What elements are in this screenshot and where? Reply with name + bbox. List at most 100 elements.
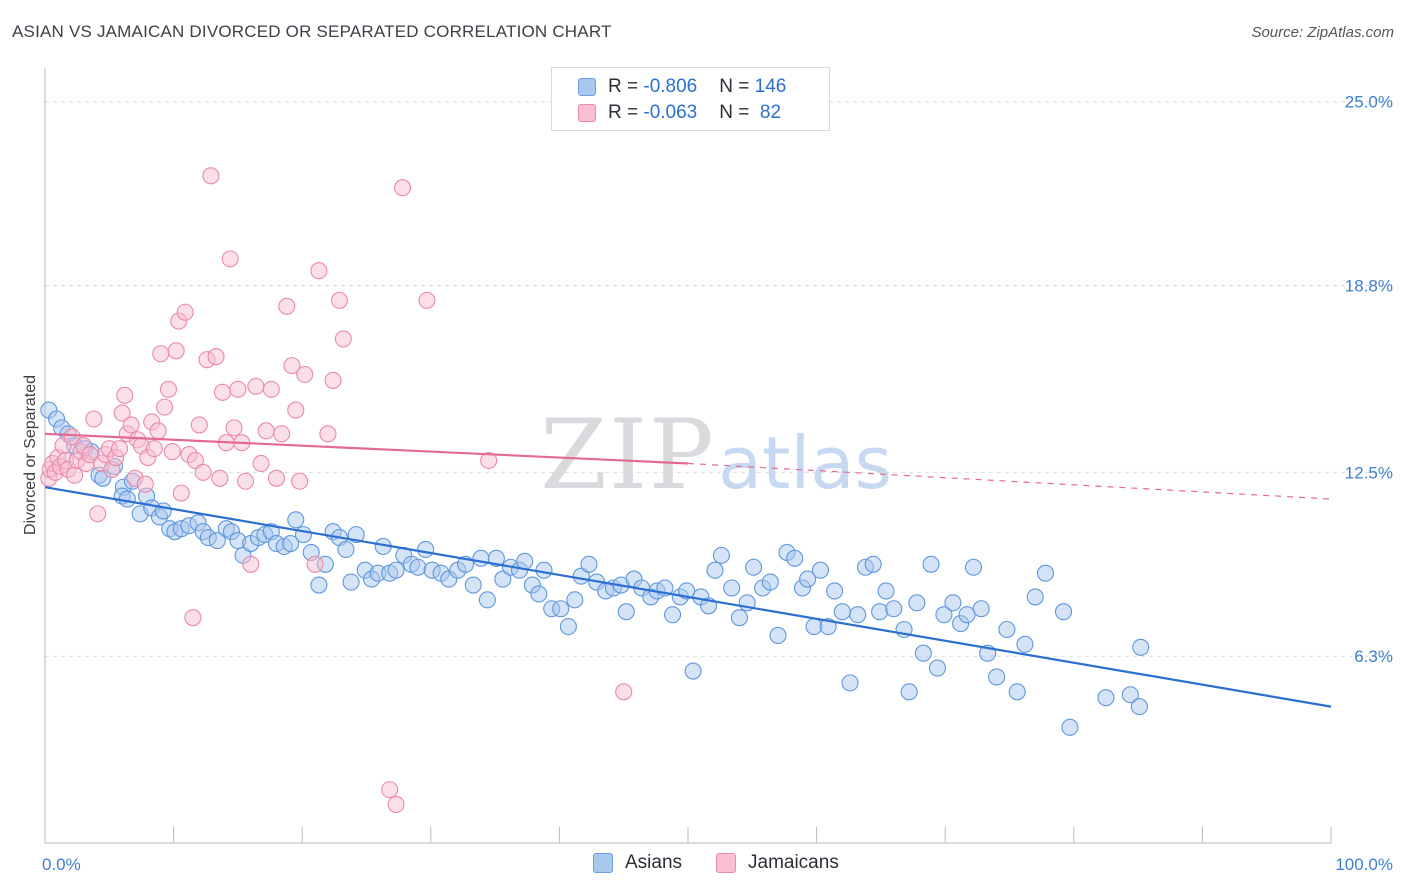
asian-point (580, 555, 598, 573)
jamaican-point (213, 383, 232, 401)
asian-point (472, 549, 490, 567)
asian-point (998, 620, 1016, 639)
jamaican-point (381, 781, 399, 799)
asian-point (723, 579, 741, 597)
legend-r-label: R = (608, 102, 644, 123)
asian-point (935, 606, 953, 624)
jamaican-point (111, 440, 129, 458)
asian-point (972, 600, 990, 618)
jamaican-point (334, 330, 352, 348)
asian-point (387, 561, 405, 579)
asian-point (1026, 588, 1044, 606)
legend-n-value: 146 (754, 76, 787, 97)
jamaican-point (283, 357, 301, 375)
jamaican-point (190, 416, 208, 434)
jamaican-point (156, 398, 174, 416)
jamaican-point (85, 410, 103, 428)
asian-point (1097, 689, 1115, 707)
asian-point (208, 532, 226, 550)
asian-point (826, 582, 844, 600)
jamaican-point (145, 440, 163, 458)
asian-point (487, 549, 505, 567)
asian-point (294, 526, 313, 544)
series-legend: Asians Jamaicans (0, 852, 1406, 878)
jamaican-point (202, 167, 220, 185)
jamaican-point (267, 469, 286, 487)
asian-point (885, 600, 903, 618)
jamaican-point (291, 472, 309, 490)
watermark-atlas: atlas (718, 421, 892, 505)
legend-r-label: R = (608, 76, 644, 97)
watermark-zip: ZIP (540, 399, 715, 511)
jamaican-point (221, 250, 239, 268)
legend-item-jamaicans[interactable]: Jamaicans (716, 852, 839, 874)
asian-point (900, 683, 918, 701)
asian-point (337, 540, 355, 559)
asian-point (1121, 686, 1139, 704)
asian-point (684, 662, 702, 680)
asian-point (849, 606, 867, 624)
jamaican-point (176, 303, 194, 321)
asian-point (494, 570, 512, 588)
legend-n-label: N = (719, 102, 755, 123)
jamaican-point (89, 505, 107, 523)
legend-n-label: N = (719, 76, 755, 97)
axes (44, 68, 1332, 844)
data-points (40, 167, 1150, 814)
asian-point (516, 552, 534, 570)
jamaican-point (306, 555, 324, 573)
legend-r-value: -0.063 (643, 102, 698, 123)
jamaican-trend-line (44, 432, 689, 465)
jamaican-point (207, 348, 225, 366)
jamaican-point (194, 463, 212, 481)
asian-point (928, 659, 947, 677)
jamaican-point (211, 469, 229, 487)
jamaican-point (113, 404, 131, 422)
jamaican-point (149, 422, 167, 440)
asian-point (712, 546, 730, 564)
legend-swatch-jamaicans (716, 853, 736, 873)
asian-point (530, 585, 548, 603)
jamaican-point (393, 179, 412, 197)
asian-point (535, 561, 553, 579)
asian-point (287, 511, 305, 529)
asian-point (118, 490, 136, 508)
jamaican-point (262, 380, 280, 398)
asian-point (761, 573, 779, 591)
legend-label-asians: Asians (625, 852, 683, 873)
correlation-legend: R = -0.806 N = 146 R = -0.063 N = 82 (551, 67, 830, 131)
asian-point (1008, 683, 1026, 701)
legend-item-asians[interactable]: Asians (593, 852, 682, 874)
jamaican-point (186, 451, 205, 470)
source-credit: Source: ZipAtlas.com (1251, 24, 1394, 41)
y-tick-label: 12.5% (1345, 463, 1393, 482)
asian-point (664, 606, 682, 624)
jamaican-point (152, 345, 170, 363)
asian-point (944, 594, 962, 612)
jamaican-point (184, 609, 202, 627)
asian-point (922, 555, 940, 573)
trend-lines (44, 432, 1332, 708)
asian-point (1016, 635, 1034, 653)
jamaican-point (252, 454, 270, 473)
legend-swatch-jamaicans (578, 104, 596, 122)
asian-point (769, 626, 787, 644)
legend-row-asians: R = -0.806 N = 146 (578, 75, 786, 99)
asian-point (1130, 698, 1148, 716)
jamaican-point (615, 683, 633, 701)
jamaican-point (242, 555, 260, 573)
asian-point (811, 561, 830, 579)
jamaican-point (122, 416, 140, 434)
asian-point (310, 576, 328, 594)
asian-point (908, 594, 926, 612)
jamaican-point (116, 386, 134, 404)
asian-point (745, 558, 763, 576)
y-tick-label: 18.8% (1345, 277, 1393, 296)
asian-point (914, 644, 932, 662)
asian-point (833, 603, 851, 621)
grid-lines (45, 101, 1390, 657)
y-tick-label: 25.0% (1345, 93, 1393, 112)
jamaican-point (229, 380, 247, 398)
asian-point (552, 600, 570, 618)
asian-point (864, 555, 882, 573)
